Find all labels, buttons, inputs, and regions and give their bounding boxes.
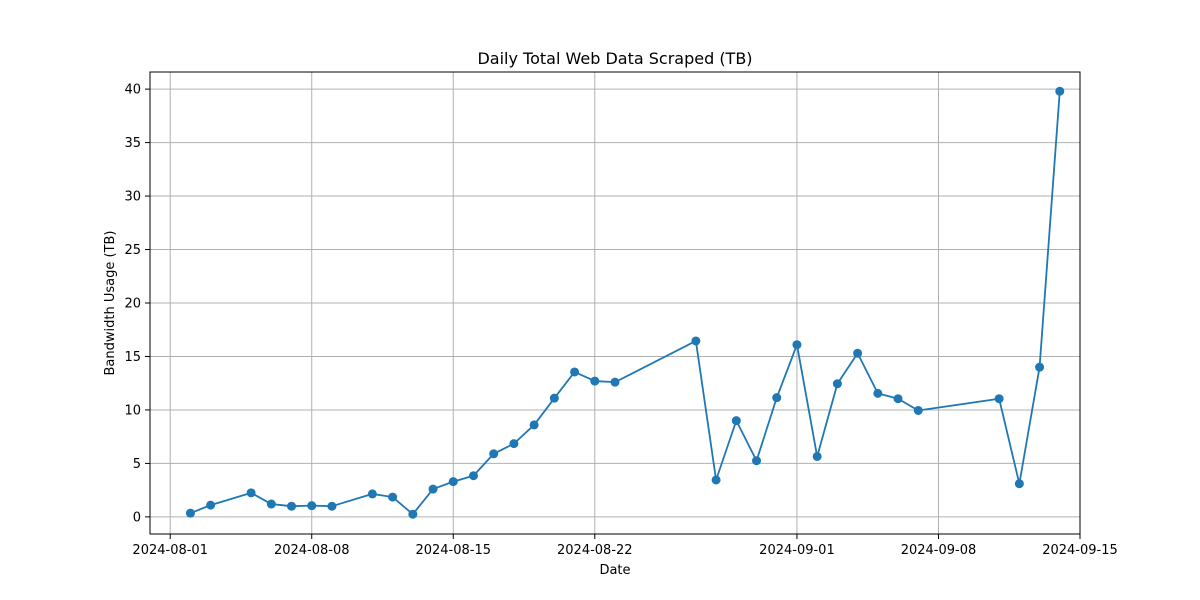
data-point: [549, 393, 559, 403]
data-point: [1055, 86, 1065, 96]
data-point: [1035, 362, 1045, 372]
data-point: [185, 508, 195, 518]
data-point: [832, 379, 842, 389]
y-tick-label: 0: [133, 510, 141, 525]
plot-frame: [149, 71, 1081, 535]
data-series: [185, 86, 1065, 519]
data-point: [287, 501, 297, 511]
data-point: [448, 477, 458, 487]
chart-title: Daily Total Web Data Scraped (TB): [477, 49, 752, 68]
data-point: [731, 416, 741, 426]
x-axis-label: Date: [599, 563, 630, 578]
x-tick-label: 2024-08-15: [415, 543, 491, 558]
data-point: [468, 471, 478, 481]
y-tick-label: 30: [124, 190, 141, 205]
data-point: [246, 488, 256, 498]
data-point: [509, 439, 519, 449]
y-tick-label: 20: [124, 297, 141, 312]
data-point: [873, 388, 883, 398]
y-tick-label: 5: [133, 457, 141, 472]
data-point: [266, 499, 276, 509]
data-point: [893, 394, 903, 404]
x-tick-label: 2024-09-08: [901, 543, 977, 558]
x-tick-label: 2024-08-08: [274, 543, 350, 558]
data-point: [206, 500, 216, 510]
data-point: [327, 501, 337, 511]
y-tick-label: 15: [124, 350, 141, 365]
data-point: [812, 451, 822, 461]
data-point: [529, 420, 539, 430]
y-tick-label: 10: [124, 403, 141, 418]
data-point: [408, 509, 418, 519]
x-tick-label: 2024-08-22: [557, 543, 633, 558]
data-point: [388, 492, 398, 502]
data-point: [610, 377, 620, 387]
data-point: [792, 340, 802, 350]
y-tick-label: 25: [124, 243, 141, 258]
data-point: [570, 367, 580, 377]
data-point: [994, 394, 1004, 404]
data-point: [691, 336, 701, 346]
data-point: [590, 376, 600, 386]
data-point: [367, 489, 377, 499]
data-point: [307, 501, 317, 511]
data-point: [1014, 479, 1024, 489]
axis-ticks: 2024-08-01 2024-08-08 2024-08-15 2024-08-22…: [124, 83, 1117, 558]
y-tick-label: 40: [124, 83, 141, 98]
data-point: [752, 456, 762, 466]
data-point: [711, 475, 721, 485]
data-point: [913, 405, 923, 415]
x-tick-label: 2024-08-01: [132, 543, 208, 558]
x-tick-label: 2024-09-01: [759, 543, 835, 558]
data-point: [428, 484, 438, 494]
y-tick-label: 35: [124, 136, 141, 151]
data-point: [489, 449, 499, 459]
data-point: [853, 348, 863, 358]
data-point: [772, 393, 782, 403]
y-axis-label: Bandwidth Usage (TB): [103, 231, 118, 376]
x-tick-label: 2024-09-15: [1042, 543, 1118, 558]
